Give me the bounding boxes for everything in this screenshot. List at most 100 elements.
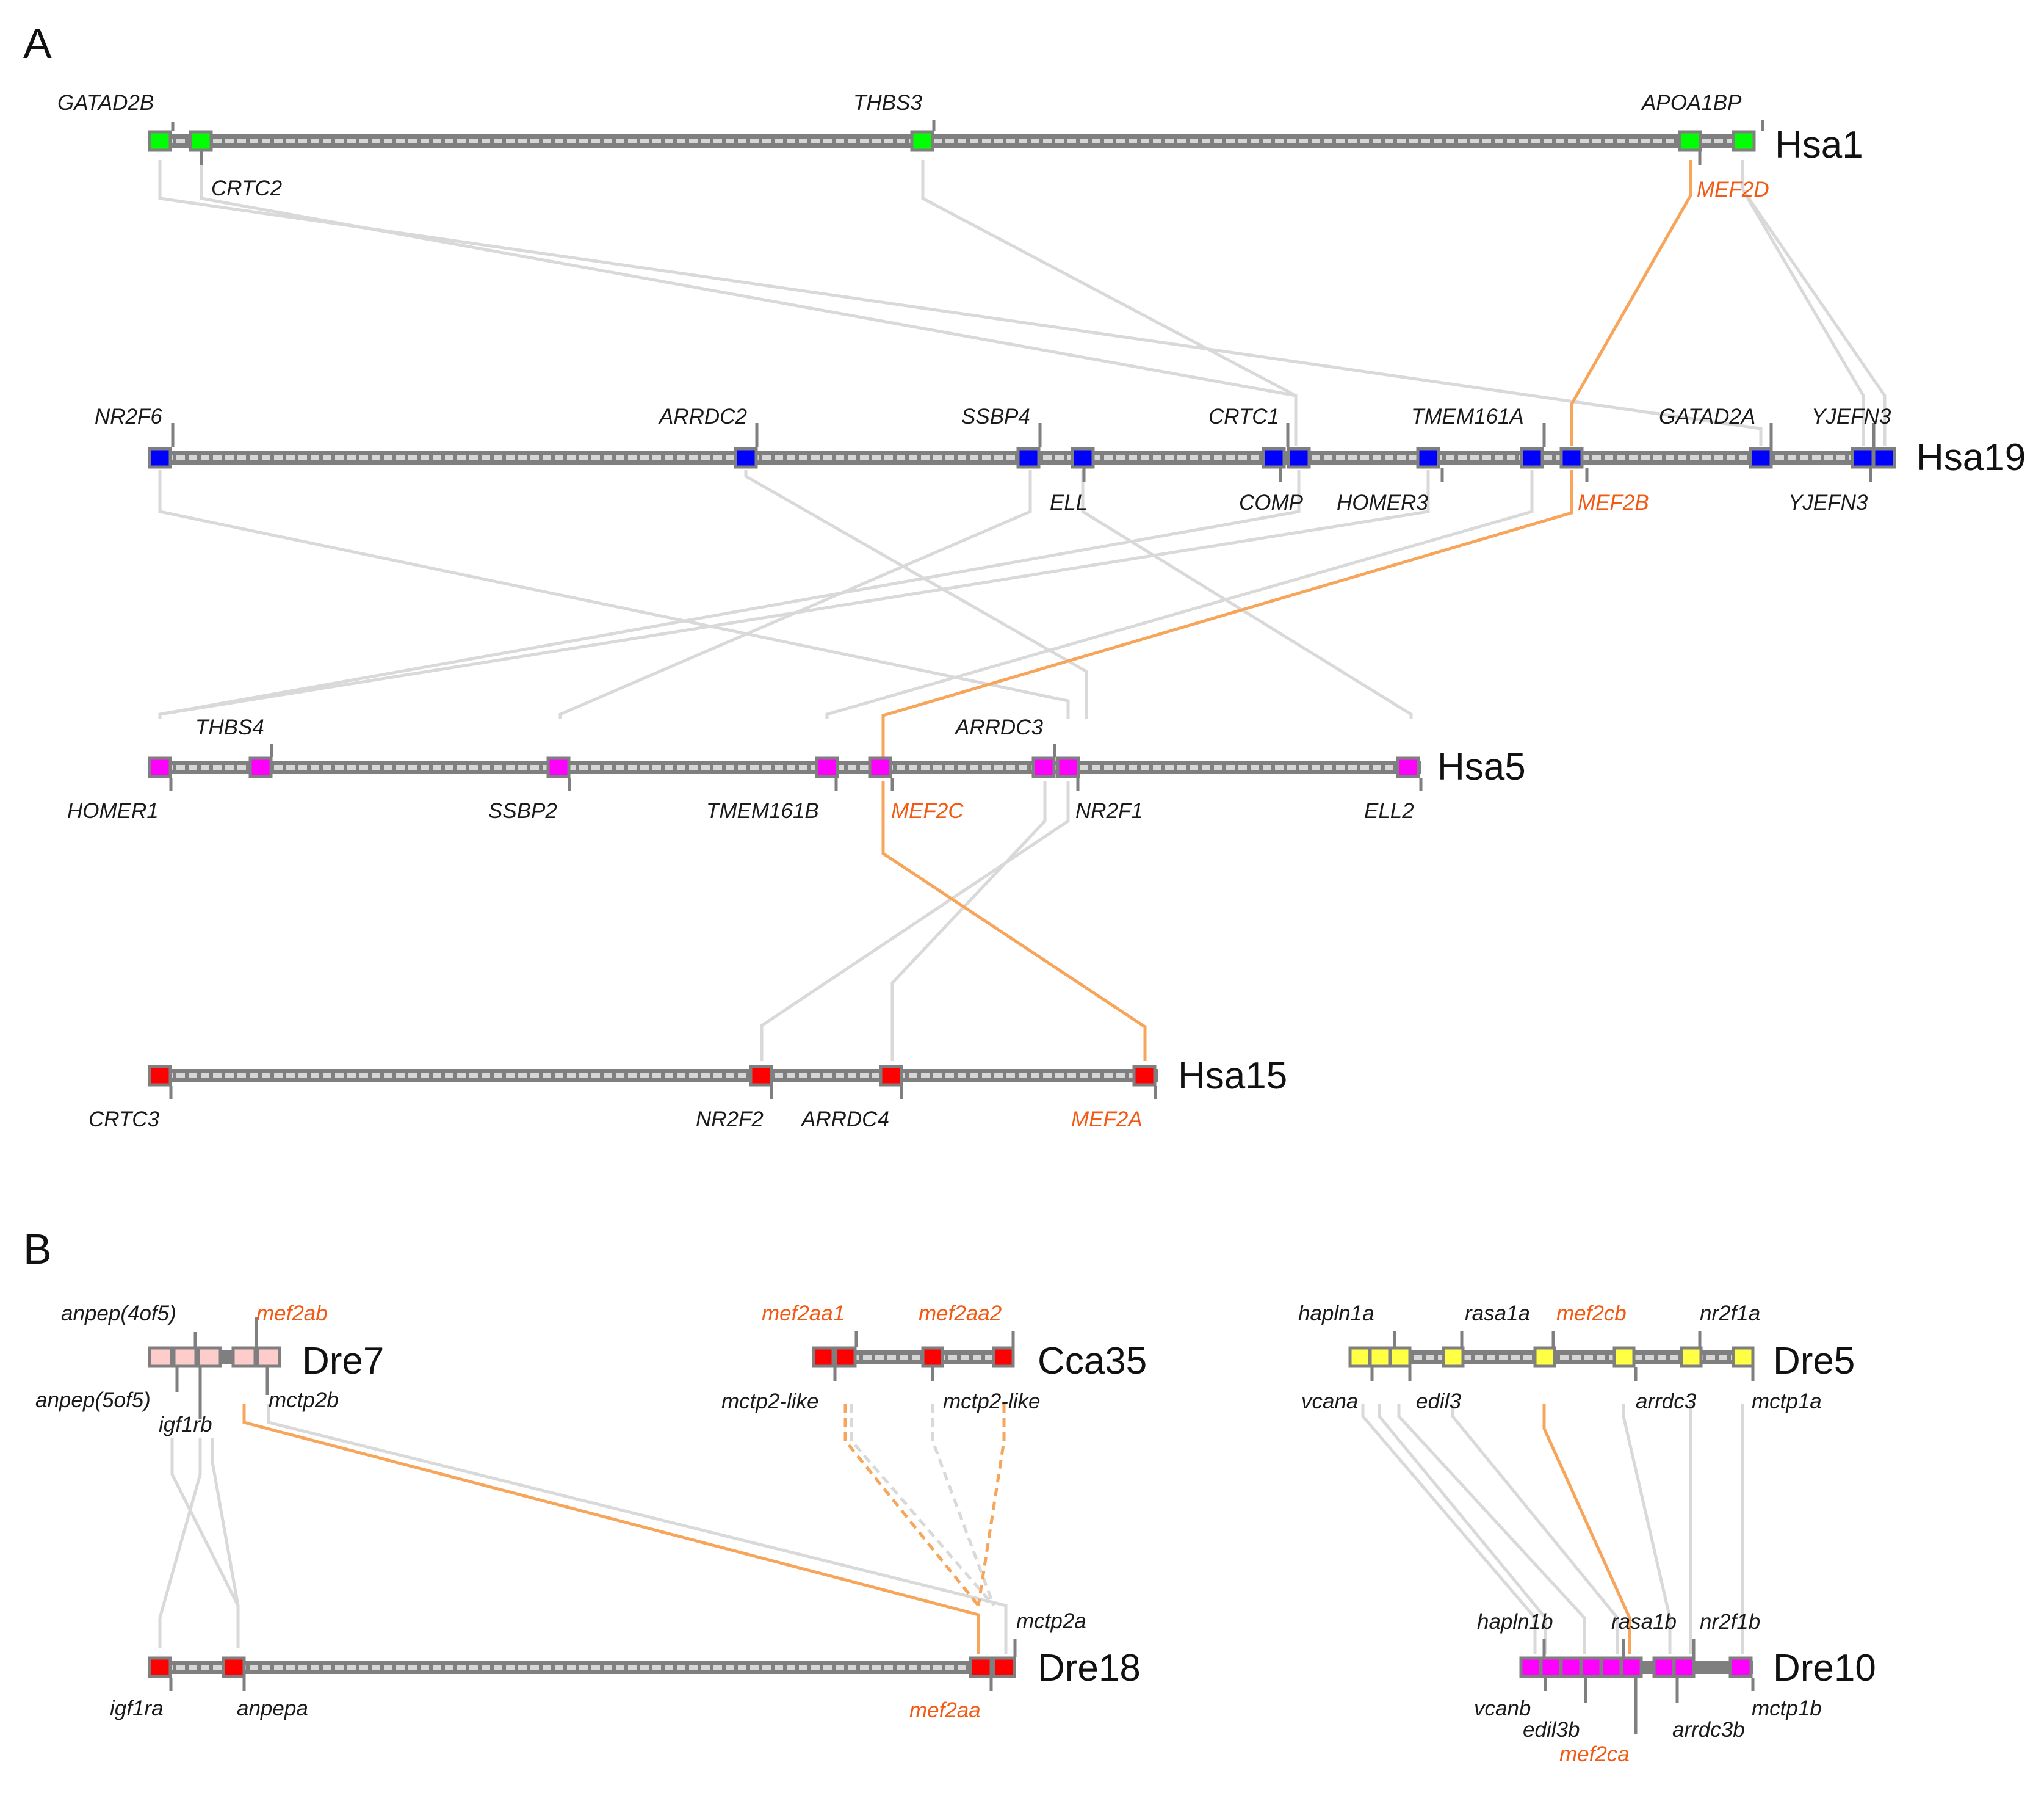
gene-box-mef2aa (969, 1656, 993, 1678)
gene-label-crtc1: CRTC1 (1208, 405, 1279, 429)
gene-box-crtc3 (148, 1065, 172, 1087)
chromosome-label-dre18: Dre18 (1038, 1647, 1141, 1689)
gene-label-yjefn3-bottom: YJEFN3 (1788, 491, 1868, 515)
link-vcana-vcanb (1361, 1404, 1537, 1654)
panel-label-b: B (23, 1225, 52, 1273)
chromosome-label-hsa15: Hsa15 (1178, 1055, 1287, 1097)
gene-box-mef2ab (231, 1346, 257, 1368)
chromosome-hsa19: NR2F6 ARRDC2 SSBP4 ELL CRTC1 COMP HOMER3… (95, 405, 2026, 515)
gene-label-mctp2like-2: mctp2-like (943, 1389, 1040, 1413)
link-thbs3-crtc1 (921, 160, 1298, 446)
gene-box-thbs3 (910, 130, 934, 152)
gene-label-arrdc3b: arrdc3b (1672, 1718, 1745, 1742)
gene-box-arrdc4 (879, 1065, 903, 1087)
link-crtc2-crtc1 (200, 160, 1298, 446)
gene-box-ell2 (1396, 756, 1420, 778)
gene-label-mef2ab: mef2ab (256, 1302, 328, 1325)
link-igf1rb-igf1ra (158, 1438, 202, 1648)
gene-label-ssbp4: SSBP4 (961, 405, 1030, 429)
gene-box-rasa1b (1600, 1656, 1623, 1678)
gene-label-gatad2a: GATAD2A (1659, 405, 1755, 429)
gene-label-mef2b: MEF2B (1578, 491, 1649, 515)
gene-box-anpepa (222, 1656, 246, 1678)
gene-box-edil3b-b (1580, 1656, 1603, 1678)
gene-label-rasa1a: rasa1a (1465, 1302, 1530, 1325)
link-ssbp4-ssbp2 (558, 470, 1032, 719)
gene-label-crtc2: CRTC2 (211, 176, 282, 200)
gene-box-homer1 (148, 756, 172, 778)
gene-label-homer1: HOMER1 (67, 799, 159, 823)
gene-box-mef2a (1132, 1065, 1157, 1087)
gene-label-mctp1a: mctp1a (1752, 1389, 1822, 1413)
chromosome-label-hsa19: Hsa19 (1916, 436, 2026, 479)
gene-label-hapln1b: hapln1b (1477, 1610, 1553, 1634)
gene-box-mctp2b (256, 1346, 281, 1368)
gene-box-mef2aa2 (992, 1346, 1015, 1368)
gene-box-mef2c (868, 756, 892, 778)
link-mctp2like2-mctp2a (931, 1404, 995, 1606)
chromosome-label-hsa5: Hsa5 (1437, 746, 1526, 788)
synteny-links (158, 160, 1887, 1654)
chromosome-label-dre7: Dre7 (302, 1340, 384, 1382)
panel-label-a: A (23, 20, 52, 67)
gene-box-gatad2b (148, 130, 172, 152)
gene-label-ell: ELL (1050, 491, 1088, 515)
gene-box-nr2f1 (1056, 756, 1080, 778)
gene-box-homer3 (1416, 447, 1440, 469)
gene-box-nr2f6 (148, 447, 172, 469)
gene-label-mef2ca: mef2ca (1559, 1742, 1630, 1766)
gene-label-rasa1b: rasa1b (1611, 1610, 1677, 1634)
gene-label-arrdc2: ARRDC2 (658, 405, 747, 429)
gene-label-mef2cb: mef2cb (1556, 1302, 1627, 1325)
gene-label-mef2aa: mef2aa (909, 1698, 981, 1722)
gene-box-rasa1a (1442, 1346, 1465, 1368)
link-nr2f6-nr2f1 (158, 470, 1070, 719)
gene-label-hapln1a: hapln1a (1298, 1302, 1374, 1325)
gene-label-gatad2b: GATAD2B (57, 91, 154, 115)
gene-label-nr2f6: NR2F6 (95, 405, 162, 429)
link-mef2cb-mef2ca (1542, 1404, 1631, 1654)
chromosome-label-dre10: Dre10 (1773, 1647, 1876, 1689)
gene-box-igf1rb (172, 1346, 198, 1368)
gene-label-mef2a: MEF2A (1071, 1107, 1143, 1131)
gene-label-tmem161a: TMEM161A (1411, 405, 1524, 429)
gene-box-yjefn3-a (1851, 447, 1875, 469)
gene-box-mctp1a (1732, 1346, 1755, 1368)
gene-label-arrdc4: ARRDC4 (800, 1107, 889, 1131)
gene-box-mef2aa1 (834, 1346, 857, 1368)
gene-box-crtc2 (189, 130, 213, 152)
gene-box-mctp1b (1728, 1656, 1753, 1678)
chromosome-cca35: mef2aa1 mctp2-like mef2aa2 mctp2-like Cc… (721, 1302, 1147, 1413)
gene-box-edil3b-a (1559, 1656, 1583, 1678)
gene-box-nr2f1b (1672, 1656, 1696, 1678)
gene-box-mctp2a (992, 1656, 1016, 1678)
gene-label-nr2f1: NR2F1 (1075, 799, 1143, 823)
gene-label-anpep4of5: anpep(4of5) (61, 1302, 176, 1325)
gene-label-mef2aa1: mef2aa1 (762, 1302, 845, 1325)
chromosome-dre7: anpep(5of5) anpep(4of5) igf1rb mef2ab mc… (35, 1302, 384, 1436)
gene-box-anpep4of5 (197, 1346, 222, 1368)
link-mctp2like1-mctp2a (850, 1404, 995, 1607)
gene-label-nr2f1a: nr2f1a (1700, 1302, 1760, 1325)
gene-box-vcana (1348, 1346, 1371, 1368)
gene-label-arrdc3: arrdc3 (1636, 1389, 1697, 1413)
gene-box-igf1ra (148, 1656, 172, 1678)
gene-label-crtc3: CRTC3 (88, 1107, 160, 1131)
link-edil3-edil3b (1397, 1404, 1586, 1654)
gene-label-comp: COMP (1239, 491, 1304, 515)
gene-label-mctp1b: mctp1b (1752, 1697, 1822, 1720)
gene-box-mctp2like-1 (812, 1346, 835, 1368)
link-mef2ab-mef2aa (242, 1404, 980, 1654)
gene-label-tmem161b: TMEM161B (706, 799, 819, 823)
gene-box-mef2b (1559, 447, 1584, 469)
link-mef2d-mef2b (1570, 160, 1692, 446)
gene-box-vcanb (1519, 1656, 1542, 1678)
link-mef2aa1-mef2aa (843, 1404, 980, 1607)
link-comp-homer1 (158, 470, 1301, 719)
gene-label-mctp2a: mctp2a (1016, 1609, 1086, 1633)
link-apoa1bp-yjefn3-a (1741, 160, 1865, 446)
gene-box-crtc1 (1262, 447, 1286, 469)
gene-box-hapln1a (1368, 1346, 1392, 1368)
chromosome-dre18: igf1ra anpepa mef2aa mctp2a Dre18 (110, 1609, 1141, 1722)
